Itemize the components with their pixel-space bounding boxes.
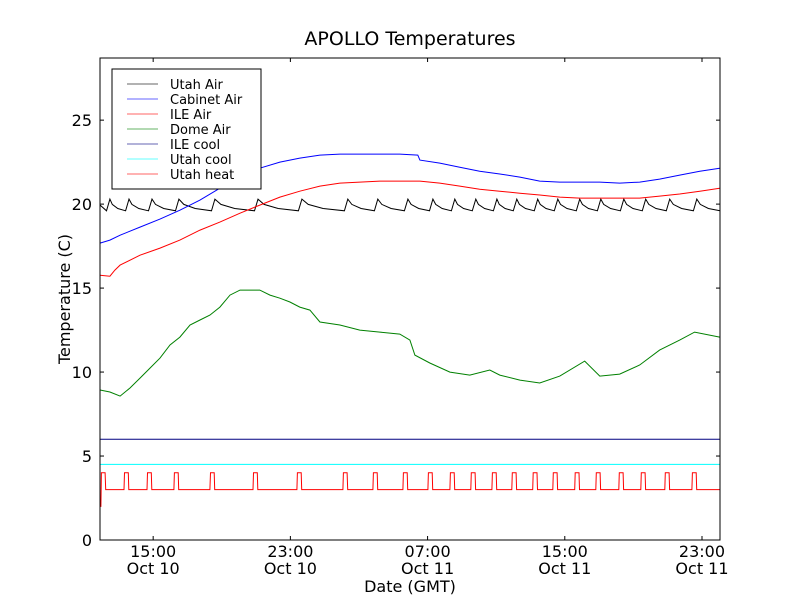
x-tick-date: Oct 10 — [127, 559, 180, 578]
legend-entry: Cabinet Air — [127, 93, 243, 108]
x-tick-date: Oct 11 — [538, 559, 591, 578]
x-tick-time: 23:00 — [267, 542, 313, 561]
legend-label: ILE Air — [170, 108, 212, 123]
series-line-cabinet-air — [99, 153, 720, 244]
x-tick-time: 15:00 — [130, 542, 176, 561]
series-line-dome-air — [99, 289, 720, 397]
legend-label: Utah heat — [170, 168, 234, 183]
chart-title: APOLLO Temperatures — [304, 28, 515, 50]
legend-label: Utah Air — [170, 78, 223, 93]
x-tick-time: 23:00 — [679, 542, 725, 561]
y-tick-label: 0 — [82, 531, 92, 550]
y-tick-label: 10 — [72, 363, 92, 382]
axes-frame — [99, 57, 721, 541]
legend-entry: Utah cool — [127, 153, 232, 168]
legend-entry: ILE Air — [127, 108, 212, 123]
x-tick-time: 07:00 — [405, 542, 451, 561]
legend-entry: ILE cool — [127, 138, 220, 153]
legend-entry: Dome Air — [127, 123, 231, 138]
x-tick-date: Oct 10 — [264, 559, 317, 578]
y-tick-label: 20 — [72, 195, 92, 214]
legend-label: ILE cool — [170, 138, 220, 153]
series-line-utah-air — [99, 197, 721, 212]
series-line-utah-heat — [100, 472, 720, 507]
legend-label: Dome Air — [170, 123, 231, 138]
x-tick-date: Oct 11 — [401, 559, 454, 578]
x-tick-date: Oct 11 — [675, 559, 728, 578]
y-axis-label: Temperature (C) — [55, 234, 74, 365]
plot-area — [99, 153, 721, 507]
legend-label: Cabinet Air — [170, 93, 243, 108]
legend-label: Utah cool — [170, 153, 232, 168]
legend-entry: Utah heat — [127, 168, 234, 183]
x-tick-time: 15:00 — [542, 542, 588, 561]
legend-entry: Utah Air — [127, 78, 223, 93]
y-tick-label: 5 — [82, 447, 92, 466]
series-line-ile-air — [99, 180, 720, 277]
y-tick-label: 15 — [72, 279, 92, 298]
y-tick-label: 25 — [72, 111, 92, 130]
x-axis-label: Date (GMT) — [364, 577, 456, 596]
